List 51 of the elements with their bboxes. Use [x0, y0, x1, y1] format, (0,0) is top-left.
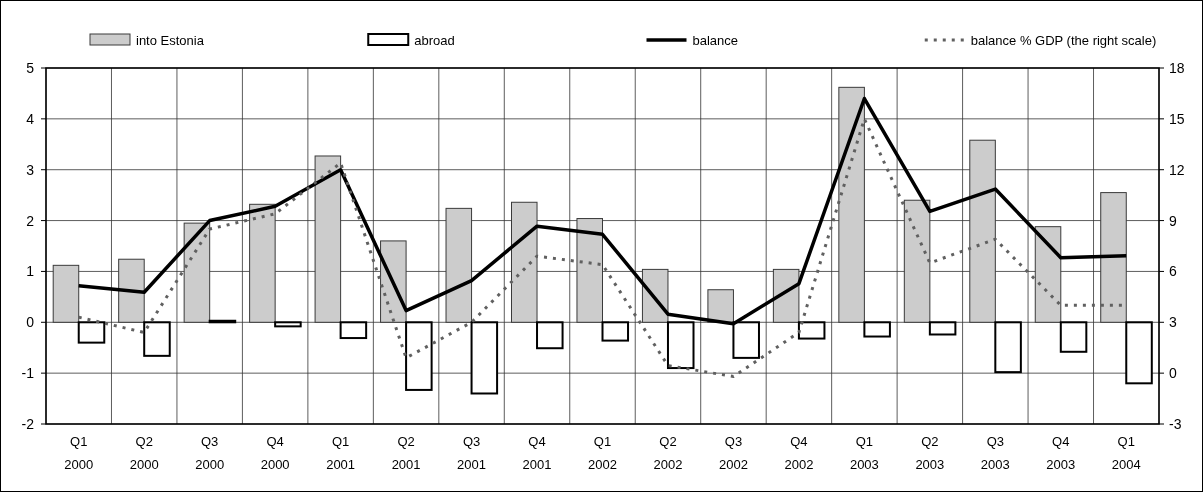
bar — [405, 321, 433, 391]
x-tick-label: Q1 2000 — [64, 434, 94, 472]
y-tick-label: 4 — [26, 110, 35, 127]
bar — [863, 321, 891, 338]
bar — [928, 321, 957, 336]
bar — [77, 321, 106, 344]
y-tick-label: 3 — [26, 161, 35, 178]
y2-tick-label: 9 — [1169, 212, 1177, 229]
x-tick-label: Q2 2003 — [915, 434, 945, 472]
bar — [339, 321, 368, 340]
y-tick-label: 2 — [26, 212, 35, 229]
y2-tick-label: 12 — [1169, 161, 1185, 178]
y-tick-label: 1 — [26, 263, 35, 280]
x-tick-label: Q1 2003 — [849, 434, 879, 472]
bar — [274, 321, 302, 328]
y2-tick-label: 3 — [1169, 314, 1177, 331]
y2-tick-label: 15 — [1169, 110, 1185, 127]
y-tick-label: 0 — [26, 314, 35, 331]
x-tick-label: Q4 2000 — [260, 434, 290, 472]
bar — [1125, 321, 1153, 385]
bar — [536, 321, 564, 350]
x-tick-label: Q1 2001 — [326, 434, 356, 472]
x-tick-label: Q3 2000 — [195, 434, 225, 472]
y2-tick-label: 6 — [1169, 263, 1177, 280]
bar — [601, 321, 630, 342]
x-tick-label: Q3 2002 — [718, 434, 748, 472]
y-tick-label: 5 — [26, 60, 35, 76]
x-tick-label: Q2 2001 — [391, 434, 421, 472]
legend-label: balance % GDP (the right scale) — [970, 33, 1157, 48]
x-tick-label: Q2 2002 — [653, 434, 683, 472]
x-tick-label: Q2 2000 — [129, 434, 159, 472]
legend-label: into Estonia — [136, 33, 205, 48]
x-tick-label: Q4 2003 — [1046, 434, 1076, 472]
y-tick-label: -2 — [21, 416, 35, 432]
y-tick-label: -1 — [21, 365, 35, 382]
x-tick-label: Q4 2001 — [522, 434, 552, 472]
x-tick-label: Q4 2002 — [784, 434, 814, 472]
bar — [470, 321, 499, 395]
y2-tick-label: -3 — [1169, 416, 1182, 432]
legend-label: abroad — [414, 33, 455, 48]
y2-tick-label: 18 — [1169, 60, 1185, 76]
bar — [143, 321, 171, 357]
x-tick-label: Q3 2003 — [980, 434, 1010, 472]
bar — [994, 321, 1022, 374]
bar — [1059, 321, 1088, 353]
y2-tick-label: 0 — [1169, 365, 1177, 382]
x-tick-label: Q3 2001 — [457, 434, 487, 472]
x-tick-label: Q1 2002 — [588, 434, 617, 472]
x-tick-label: Q1 2004 — [1111, 434, 1141, 472]
legend-label: balance — [692, 33, 739, 48]
bar — [797, 321, 826, 340]
